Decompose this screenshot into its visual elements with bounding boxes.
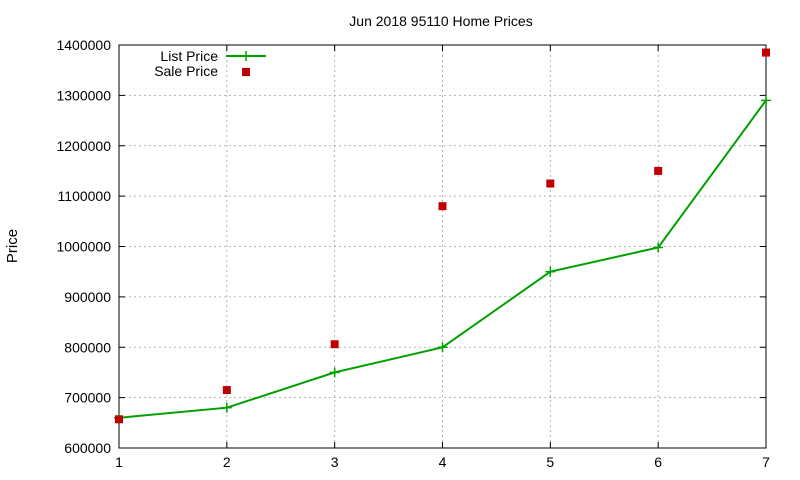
data-point-list-price	[761, 95, 771, 106]
x-tick-label: 3	[331, 454, 339, 470]
data-point-list-price	[437, 342, 448, 353]
data-point-list-price	[221, 402, 232, 413]
y-tick-label: 1000000	[56, 239, 111, 255]
data-point-list-price	[329, 367, 340, 378]
legend-marker-sale-price	[242, 68, 250, 76]
x-tick-label: 2	[223, 454, 231, 470]
x-tick-label: 5	[546, 454, 554, 470]
y-tick-label: 600000	[64, 440, 111, 456]
legend: List Price Sale Price	[154, 48, 266, 79]
x-tick-label: 7	[762, 454, 770, 470]
x-tick-label: 1	[115, 454, 123, 470]
data-point-sale-price	[654, 166, 663, 175]
legend-label-sale-price: Sale Price	[154, 63, 218, 79]
y-axis-label: Price	[4, 229, 21, 263]
x-tick-label: 6	[654, 454, 662, 470]
chart-title: Jun 2018 95110 Home Prices	[349, 13, 532, 29]
y-tick-label: 1400000	[56, 37, 111, 53]
data-point-list-price	[653, 242, 664, 253]
y-tick-label: 1200000	[56, 138, 111, 154]
grid	[119, 45, 766, 448]
y-tick-label: 1100000	[58, 188, 112, 204]
series	[114, 48, 771, 424]
data-point-sale-price	[330, 340, 339, 349]
data-point-sale-price	[438, 202, 447, 211]
x-tick-label: 4	[439, 454, 447, 470]
legend-marker-list-price	[241, 51, 251, 61]
y-tick-label: 900000	[64, 289, 111, 305]
y-tick-label: 700000	[64, 390, 111, 406]
data-point-sale-price	[115, 415, 123, 424]
data-point-sale-price	[222, 386, 231, 395]
data-point-sale-price	[546, 179, 555, 188]
data-point-list-price	[545, 266, 556, 277]
y-tick-label: 1300000	[56, 87, 111, 103]
axis-ticks: 1 2 3 4 5 6 7 600000 700000 800000 900000 1000000 11…	[56, 37, 770, 470]
legend-label-list-price: List Price	[160, 48, 218, 64]
y-tick-label: 800000	[64, 339, 111, 355]
data-point-sale-price	[762, 48, 770, 57]
